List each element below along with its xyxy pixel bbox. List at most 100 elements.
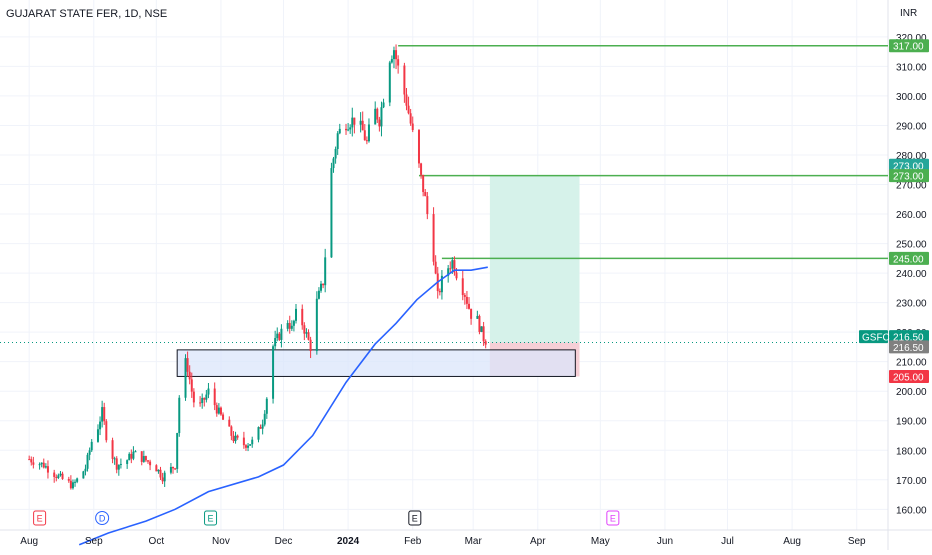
candle-body xyxy=(134,451,137,453)
y-tick-label: 310.00 xyxy=(896,62,927,73)
chart-title: GUJARAT STATE FER, 1D, NSE xyxy=(6,8,168,20)
y-tick-label: 180.00 xyxy=(896,446,927,457)
candle-body xyxy=(411,123,414,131)
candle-body xyxy=(217,407,220,414)
y-tick-label: 300.00 xyxy=(896,92,927,103)
y-tick-label: 280.00 xyxy=(896,151,927,162)
candle-body xyxy=(276,333,279,339)
event-marker xyxy=(33,510,47,526)
candle-body xyxy=(172,466,175,469)
candle-body xyxy=(292,320,295,326)
candle-body xyxy=(322,283,325,286)
x-tick-label: May xyxy=(591,536,610,547)
event-marker-label: E xyxy=(610,514,616,524)
candle-body xyxy=(161,477,164,482)
candle-body xyxy=(422,174,425,193)
y-tick-label: 250.00 xyxy=(896,240,927,251)
candle-body xyxy=(453,260,456,273)
candle-body xyxy=(69,480,72,489)
candle-body xyxy=(420,163,423,175)
candle-body xyxy=(213,388,216,406)
candle-body xyxy=(44,466,47,468)
candle-body xyxy=(184,358,187,398)
candle-body xyxy=(113,458,116,460)
candle-body xyxy=(28,459,31,461)
y-tick-label: 170.00 xyxy=(896,476,927,487)
candle-body xyxy=(199,402,202,404)
price-label-box xyxy=(889,169,929,183)
y-tick-label: 210.00 xyxy=(896,358,927,369)
candle-body xyxy=(90,441,93,451)
candle-body xyxy=(163,472,166,482)
candle-body xyxy=(397,59,400,66)
candle-body xyxy=(392,50,395,60)
x-tick-label: Aug xyxy=(20,536,38,547)
price-label-box xyxy=(889,251,929,265)
candle-body xyxy=(374,108,377,125)
candle-body xyxy=(140,451,143,462)
y-tick-label: 320.00 xyxy=(896,33,927,44)
candle-body xyxy=(186,358,189,372)
candle-body xyxy=(82,471,85,479)
event-marker xyxy=(606,510,620,526)
candle-body xyxy=(424,192,427,197)
candle-body xyxy=(76,478,79,482)
price-label-text: 245.00 xyxy=(893,254,924,265)
candle-body xyxy=(242,437,245,446)
y-tick-label: 270.00 xyxy=(896,181,927,192)
candle-body xyxy=(390,59,393,63)
candle-body xyxy=(432,214,435,262)
event-marker-label: E xyxy=(412,514,418,524)
candle-body xyxy=(99,421,102,430)
candle-body xyxy=(286,323,289,329)
candle-body xyxy=(119,463,122,465)
demand-zone xyxy=(176,349,576,377)
candle-body xyxy=(244,445,247,448)
candle-body xyxy=(463,295,466,297)
candle-body xyxy=(363,130,366,141)
candle-body xyxy=(382,102,385,108)
candle-body xyxy=(157,469,160,472)
event-marker xyxy=(204,510,218,526)
x-tick-label: Apr xyxy=(530,536,546,547)
candle-body xyxy=(347,129,350,131)
candle-body xyxy=(249,444,252,446)
candle-body xyxy=(32,462,35,465)
y-tick-label: 230.00 xyxy=(896,299,927,310)
price-label-text: 273.00 xyxy=(893,161,924,172)
candle-body xyxy=(365,140,368,142)
price-label-text: 216.50 xyxy=(893,333,924,344)
candle-body xyxy=(388,62,391,103)
candle-body xyxy=(468,303,471,309)
candle-body xyxy=(147,460,149,462)
candle-body xyxy=(280,328,283,340)
price-label-text: 317.00 xyxy=(893,42,924,53)
price-label-text: 205.00 xyxy=(893,372,924,383)
x-tick-label: Aug xyxy=(783,536,801,547)
candle-body xyxy=(351,117,354,128)
candle-body xyxy=(178,397,181,434)
candle-body xyxy=(201,397,204,403)
candle-body xyxy=(395,50,398,60)
candle-body xyxy=(309,339,312,352)
candle-body xyxy=(265,398,268,414)
candle-body xyxy=(288,323,291,329)
candle-body xyxy=(30,459,33,463)
candle-body xyxy=(111,440,114,459)
candle-body xyxy=(40,462,43,465)
y-tick-label: 190.00 xyxy=(896,417,927,428)
candle-body xyxy=(405,94,408,106)
candle-body xyxy=(149,461,152,466)
candle-body xyxy=(101,407,104,422)
candle-body xyxy=(461,278,464,296)
candle-body xyxy=(274,338,277,347)
x-tick-label: 2024 xyxy=(337,536,360,547)
candle-body xyxy=(336,133,339,149)
candle-body xyxy=(301,308,304,326)
candle-body xyxy=(190,379,193,392)
candle-body xyxy=(303,325,306,334)
candle-body xyxy=(438,290,441,293)
y-tick-label: 200.00 xyxy=(896,387,927,398)
